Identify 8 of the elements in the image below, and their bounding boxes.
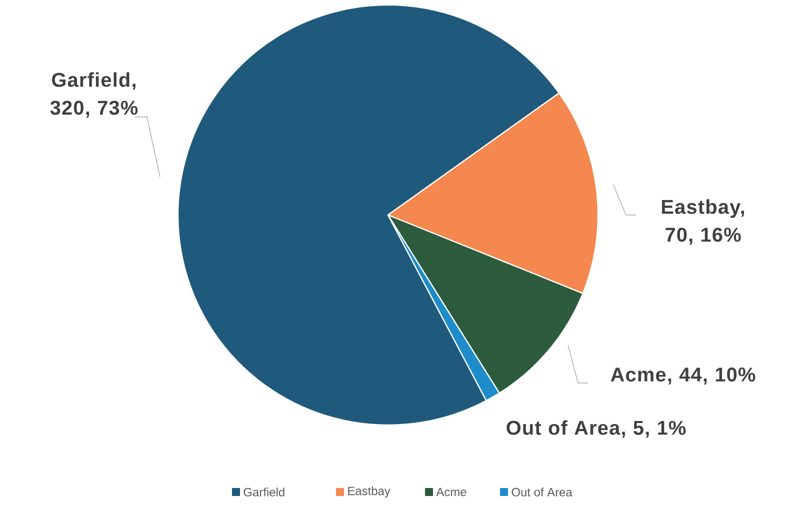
legend-label: Acme xyxy=(436,488,466,496)
data-label: Acme, 44, 10% xyxy=(610,368,756,384)
data-label: Out of Area, 5, 1% xyxy=(506,420,686,438)
data-label: Eastbay, 70, 16% xyxy=(662,199,744,245)
legend-label: Garfield xyxy=(244,488,284,496)
data-label: Garfield, 320, 73% xyxy=(50,72,138,118)
legend-label: Eastbay xyxy=(348,486,390,498)
legend-label: Out of Area xyxy=(512,488,572,496)
